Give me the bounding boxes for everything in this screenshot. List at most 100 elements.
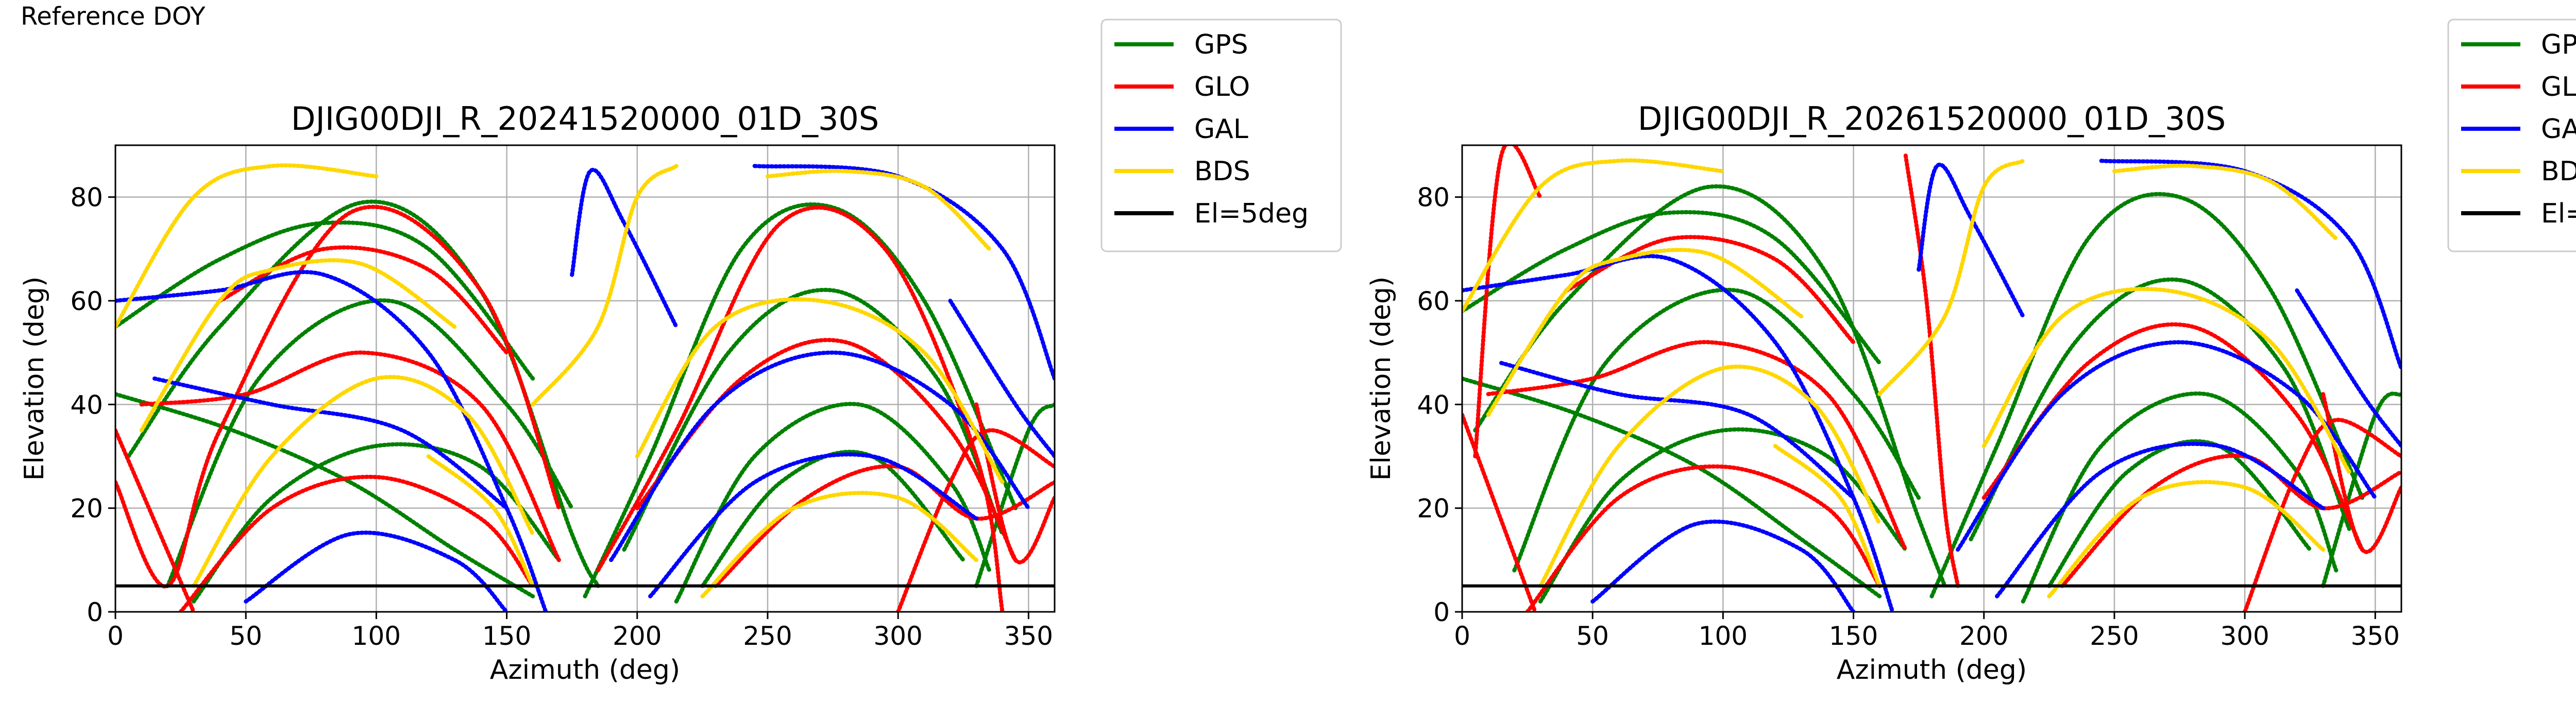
y-tick-label: 0 [87, 597, 103, 627]
chart-title: DJIG00DJI_R_20241520000_01D_30S [291, 100, 879, 138]
track-gal [1917, 162, 2025, 319]
track-gps [115, 220, 535, 381]
track-gal [570, 167, 679, 329]
x-tick-label: 100 [352, 621, 401, 651]
track-glo [1525, 464, 1882, 612]
track-bds [1486, 248, 1804, 417]
chart-panel-1: 0 50 100 150 200 250 300 350 0 20 40 60 80 DJIG00DJI_… [19, 19, 1342, 685]
track-glo [1903, 153, 1960, 588]
y-tick-label: 60 [70, 286, 103, 316]
y-axis-label: Elevation (deg) [19, 277, 50, 481]
track-gps [974, 402, 1055, 588]
satellite-tracks [1462, 145, 2401, 612]
x-tick-label: 300 [2220, 621, 2269, 651]
reference-doy-label: Reference DOY [21, 2, 206, 31]
track-bds [765, 168, 992, 251]
x-tick-label: 150 [482, 621, 531, 651]
track-gps [622, 287, 1005, 552]
satellite-tracks [115, 163, 1055, 612]
track-gal [1499, 361, 1856, 500]
track-gps [1538, 427, 1908, 604]
track-gps [583, 202, 1018, 598]
x-tick-label: 50 [229, 621, 262, 651]
legend-box [1100, 19, 1342, 252]
track-gps [1929, 192, 2365, 598]
x-tick-label: 50 [1576, 621, 1609, 651]
track-gps [2321, 391, 2401, 588]
track-gps [165, 298, 574, 588]
y-tick-label: 80 [70, 183, 103, 213]
track-bds [531, 164, 679, 407]
legend-label: El=5deg [1194, 198, 1309, 229]
legend-label: El=5deg [2541, 198, 2576, 229]
track-glo [1473, 145, 1543, 458]
legend-label: GPS [1194, 29, 1248, 60]
track-glo [115, 428, 196, 612]
x-axis-label: Azimuth (deg) [1837, 655, 2027, 685]
track-glo [217, 245, 509, 355]
track-glo [596, 205, 1005, 612]
x-tick-label: 250 [2090, 621, 2139, 651]
track-gal [2295, 288, 2401, 448]
legend: GPS GLO GAL BDS El=5deg [2447, 19, 2576, 252]
x-axis-label: Azimuth (deg) [490, 655, 680, 685]
legend-label: BDS [2541, 156, 2576, 187]
y-tick-label: 0 [1433, 597, 1450, 627]
x-tick-label: 150 [1829, 621, 1878, 651]
x-tick-label: 250 [743, 621, 792, 651]
track-gal [2099, 159, 2401, 370]
track-gps [1473, 184, 1947, 588]
x-tick-label: 200 [613, 621, 662, 651]
track-glo [178, 474, 535, 612]
track-bds [2047, 480, 2326, 598]
chart-title: DJIG00DJI_R_20261520000_01D_30S [1638, 100, 2226, 138]
x-tick-label: 350 [2351, 621, 2400, 651]
track-gal [244, 530, 509, 612]
x-tick-label: 300 [873, 621, 922, 651]
legend-label: GAL [1194, 114, 1248, 145]
track-gal [948, 299, 1055, 458]
track-bds [1877, 159, 2025, 397]
x-tick-label: 100 [1699, 621, 1748, 651]
x-tick-label: 200 [1959, 621, 2008, 651]
track-glo [2321, 392, 2401, 554]
y-tick-label: 40 [70, 390, 103, 420]
track-glo [2243, 418, 2401, 612]
track-gps [1969, 277, 2351, 542]
track-bds [2112, 163, 2338, 241]
track-glo [896, 428, 1055, 612]
track-gps [126, 199, 600, 588]
track-gps [191, 442, 561, 604]
track-glo [1486, 340, 1908, 552]
track-bds [115, 163, 379, 329]
track-bds [426, 454, 535, 588]
track-glo [974, 402, 1055, 564]
y-tick-label: 20 [1417, 494, 1450, 524]
legend-label: BDS [1194, 156, 1250, 187]
track-bds [635, 297, 1005, 485]
track-gal [152, 376, 509, 510]
x-tick-label: 0 [1454, 621, 1470, 651]
track-gal [1995, 441, 2326, 598]
legend-label: GPS [2541, 29, 2576, 60]
track-bds [1981, 287, 2351, 474]
legend-label: GAL [2541, 114, 2576, 145]
plot-frame [1461, 144, 2402, 613]
x-tick-label: 350 [1004, 621, 1053, 651]
legend-label: GLO [2541, 72, 2576, 102]
legend-box [2447, 19, 2576, 252]
track-gal [1462, 254, 1895, 612]
track-bds [700, 491, 979, 598]
track-glo [1462, 413, 1537, 612]
y-tick-label: 60 [1417, 286, 1450, 316]
y-tick-label: 20 [70, 494, 103, 524]
track-glo [139, 350, 561, 562]
track-bds [1462, 158, 1725, 314]
track-bds [191, 375, 535, 588]
track-bds [1538, 364, 1882, 588]
x-tick-label: 0 [107, 621, 124, 651]
track-bds [139, 258, 457, 433]
y-tick-label: 40 [1417, 390, 1450, 420]
y-axis-label: Elevation (deg) [1366, 277, 1397, 481]
